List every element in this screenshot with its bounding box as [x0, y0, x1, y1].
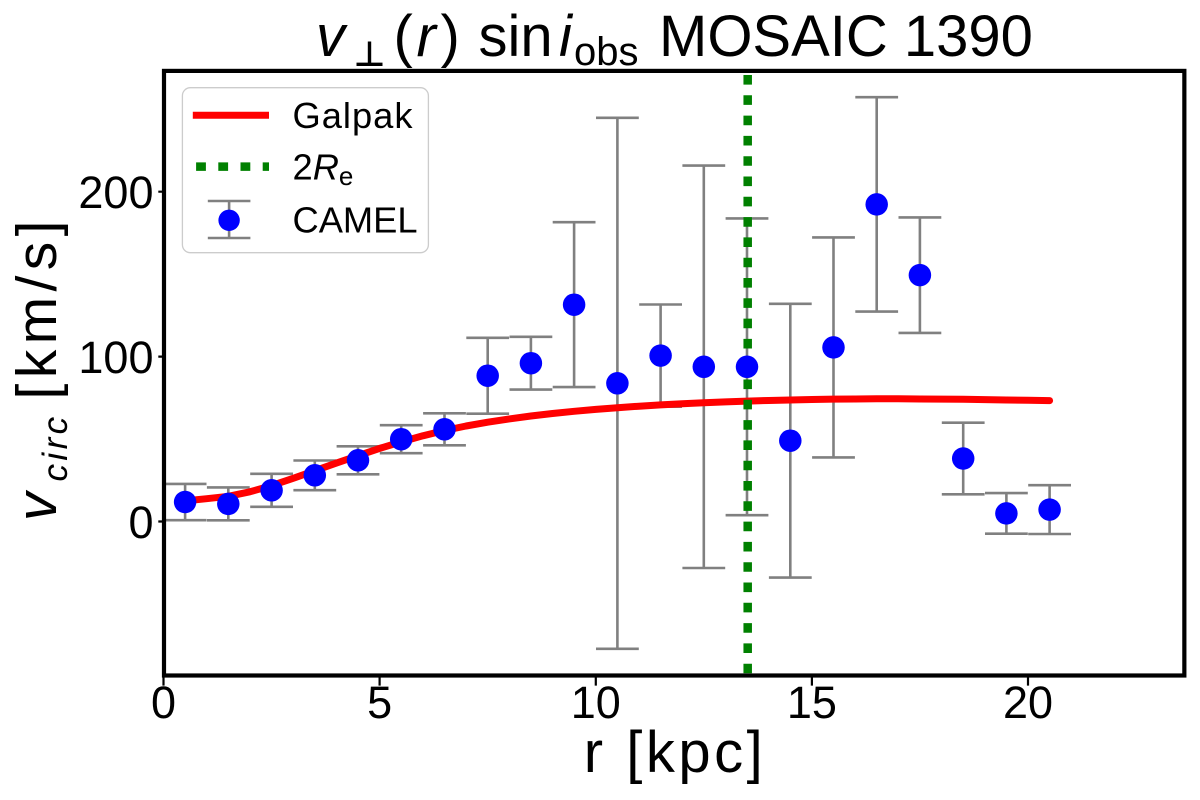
svg-text:i: i: [559, 4, 574, 69]
svg-text:sin: sin: [479, 4, 553, 69]
svg-text:10: 10: [571, 677, 621, 728]
svg-text:v: v: [5, 489, 69, 521]
svg-text:circ: circ: [36, 413, 75, 481]
svg-text:CAMEL: CAMEL: [293, 200, 418, 241]
svg-text:MOSAIC 1390: MOSAIC 1390: [659, 4, 1033, 69]
svg-text:v: v: [316, 4, 348, 69]
svg-text:15: 15: [787, 677, 837, 728]
svg-text:0: 0: [128, 497, 153, 548]
svg-text:r [kpc]: r [kpc]: [584, 720, 766, 785]
svg-text:obs: obs: [574, 30, 639, 74]
svg-text:Galpak: Galpak: [293, 95, 414, 136]
svg-text:(: (: [394, 4, 413, 69]
svg-text:): ): [441, 4, 460, 69]
svg-text:r: r: [417, 4, 439, 69]
svg-text:200: 200: [78, 167, 153, 218]
svg-text:20: 20: [1003, 677, 1053, 728]
svg-text:0: 0: [151, 677, 176, 728]
svg-text:5: 5: [367, 677, 392, 728]
svg-text:100: 100: [78, 332, 153, 383]
svg-text:[km/s]: [km/s]: [5, 215, 69, 399]
